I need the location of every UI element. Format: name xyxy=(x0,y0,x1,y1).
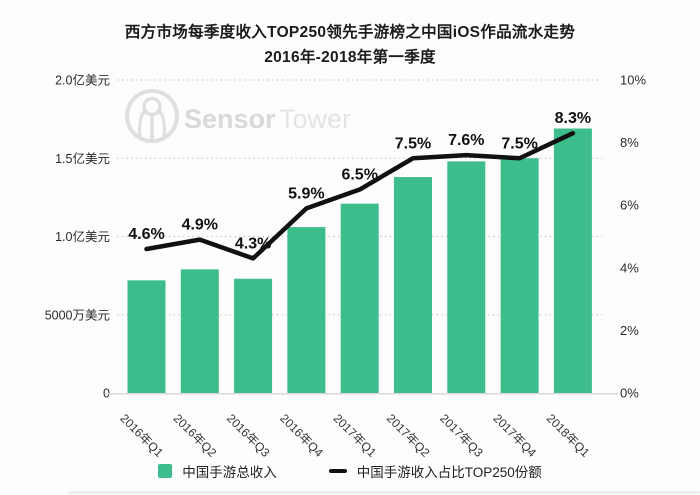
bar-2017年Q4 xyxy=(500,158,539,393)
x-axis-category-label: 2016年Q3 xyxy=(224,411,273,460)
legend-label-revenue: 中国手游总收入 xyxy=(182,465,277,480)
line-point-label: 6.5% xyxy=(341,167,377,184)
right-axis-tick-label: 4% xyxy=(620,260,639,275)
bar-2016年Q2 xyxy=(180,269,219,393)
right-axis-tick-label: 10% xyxy=(620,73,646,88)
line-point-label: 4.6% xyxy=(128,226,164,243)
bar-2016年Q3 xyxy=(234,278,273,393)
line-series-swatch-icon xyxy=(328,469,347,473)
left-axis-tick-label: 2.0亿美元 xyxy=(55,73,110,88)
right-axis-tick-label: 0% xyxy=(620,386,639,401)
x-axis-category-label: 2017年Q2 xyxy=(384,411,433,460)
watermark-brand-bold: Sensor xyxy=(184,104,276,134)
line-point-label: 4.3% xyxy=(235,235,271,252)
next-image-edge xyxy=(68,491,700,494)
x-axis-category-label: 2017年Q1 xyxy=(331,411,380,460)
line-point-label: 7.5% xyxy=(501,135,537,152)
legend: 中国手游总收入 中国手游收入占比TOP250份额 xyxy=(0,461,700,481)
sensortower-logo-icon xyxy=(142,96,162,117)
x-axis-category-label: 2016年Q1 xyxy=(117,411,166,460)
line-point-label: 5.9% xyxy=(288,185,324,202)
bar-2017年Q3 xyxy=(447,161,486,393)
left-axis-tick-label: 1.5亿美元 xyxy=(55,151,110,166)
x-axis-category-label: 2016年Q4 xyxy=(277,411,326,460)
bar-series-swatch-icon xyxy=(158,464,173,478)
line-point-label: 4.9% xyxy=(182,217,218,234)
sensortower-logo-icon xyxy=(156,108,166,139)
right-axis-tick-label: 2% xyxy=(620,323,639,338)
line-point-label: 7.5% xyxy=(395,135,431,152)
bar-2018年Q1 xyxy=(553,128,592,393)
watermark-brand-light: Tower xyxy=(279,104,351,134)
legend-item-revenue: 中国手游总收入 xyxy=(158,461,277,481)
share-line xyxy=(144,130,576,261)
chart-title: 西方市场每季度收入TOP250领先手游榜之中国iOS作品流水走势 xyxy=(124,24,576,41)
chart-subtitle: 2016年-2018年第一季度 xyxy=(264,49,436,66)
legend-item-share: 中国手游收入占比TOP250份额 xyxy=(328,461,542,481)
sensortower-logo-icon xyxy=(138,108,148,139)
left-axis-tick-label: 1.0亿美元 xyxy=(55,229,110,244)
right-axis-tick-label: 8% xyxy=(620,135,639,150)
bar-2017年Q1 xyxy=(340,203,379,393)
sensortower-logo-icon xyxy=(125,89,179,143)
line-point-label: 7.6% xyxy=(448,132,484,149)
legend-label-share: 中国手游收入占比TOP250份额 xyxy=(356,465,542,480)
left-axis-tick-label: 5000万美元 xyxy=(45,308,110,322)
x-axis-category-label: 2017年Q3 xyxy=(437,411,486,460)
line-point-label: 8.3% xyxy=(555,110,591,127)
right-axis-tick-label: 6% xyxy=(620,198,639,213)
bar-2017年Q2 xyxy=(394,177,432,393)
x-axis-category-label: 2018年Q1 xyxy=(544,411,593,460)
bar-2016年Q4 xyxy=(287,227,326,393)
x-axis-category-label: 2016年Q2 xyxy=(171,411,220,460)
x-axis-category-label: 2017年Q4 xyxy=(490,411,539,460)
bar-2016年Q1 xyxy=(127,280,166,393)
